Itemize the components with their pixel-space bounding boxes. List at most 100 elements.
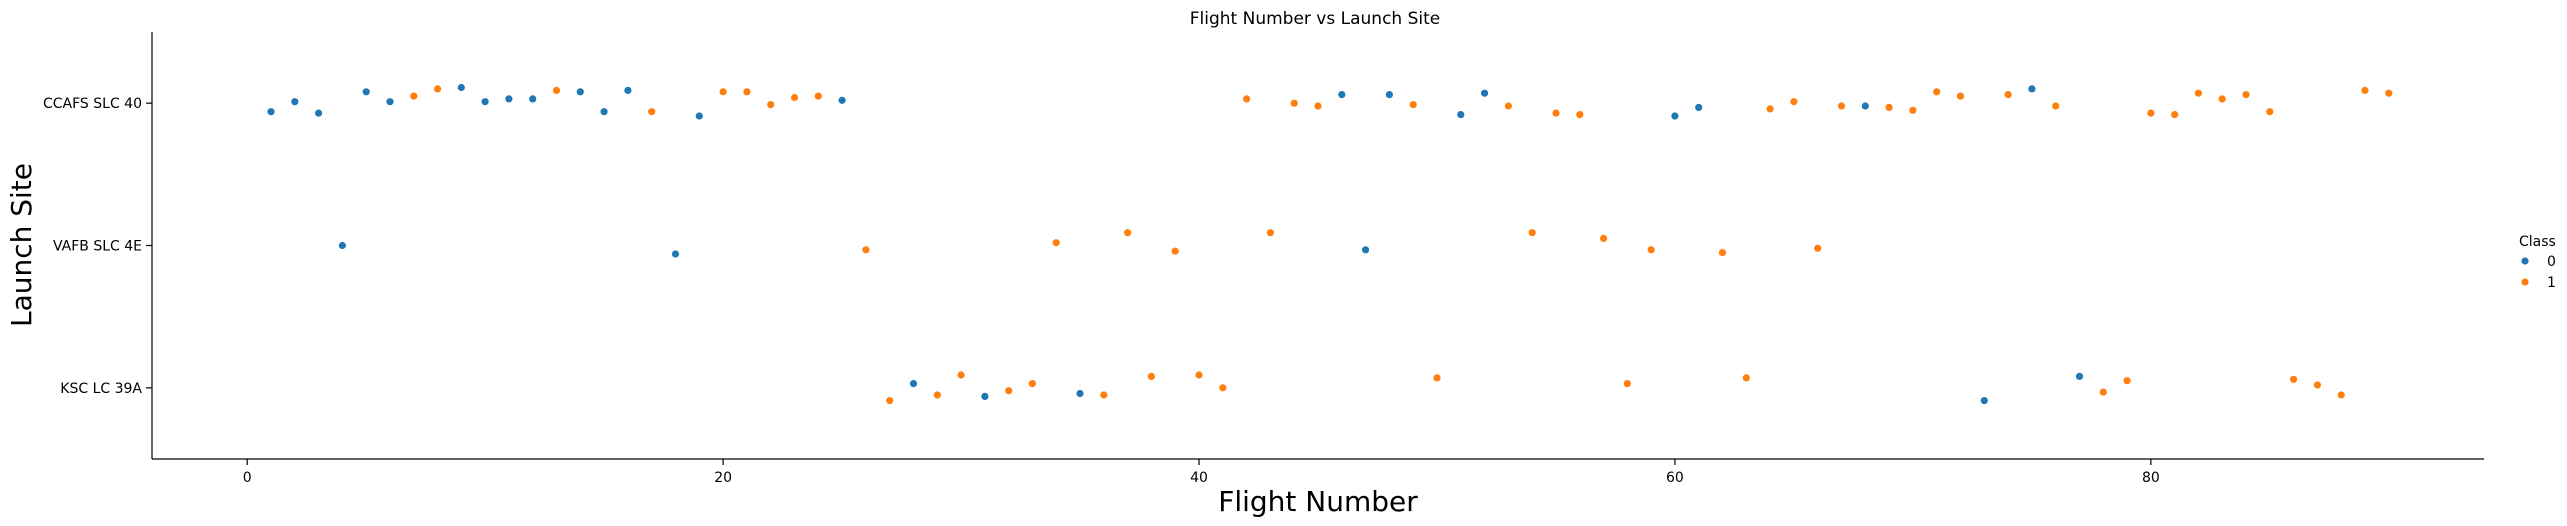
- y-axis-label: Launch Site: [5, 163, 38, 327]
- data-point: [2147, 109, 2155, 117]
- x-ticks: 0 20 40 60 80: [243, 459, 2160, 486]
- x-axis-label: Flight Number: [1218, 485, 1418, 518]
- data-point: [909, 380, 918, 388]
- data-point: [2290, 375, 2298, 383]
- data-point: [386, 98, 394, 106]
- data-point: [2266, 108, 2274, 116]
- data-point: [981, 392, 989, 400]
- x-tick-label: 20: [714, 470, 732, 486]
- data-point: [505, 95, 513, 103]
- data-point: [1005, 387, 1013, 395]
- data-point: [1481, 89, 1489, 97]
- data-point: [267, 108, 275, 116]
- data-point: [1504, 102, 1512, 110]
- data-point: [2313, 381, 2321, 389]
- data-point: [862, 246, 870, 254]
- chart-title: Flight Number vs Launch Site: [1190, 9, 1440, 29]
- y-tick-label: VAFB SLC 4E: [53, 239, 142, 255]
- data-point: [457, 83, 465, 92]
- data-point: [1576, 111, 1584, 119]
- data-point: [814, 92, 822, 100]
- data-point: [2385, 89, 2393, 97]
- data-point: [1790, 98, 1798, 106]
- data-point: [1124, 229, 1132, 237]
- data-point: [1528, 229, 1536, 237]
- data-point: [2242, 91, 2250, 99]
- legend-items: 01: [2521, 254, 2556, 291]
- data-point: [886, 397, 894, 405]
- data-point: [1885, 103, 1893, 111]
- data-point: [1314, 102, 1322, 110]
- data-point: [695, 112, 703, 120]
- data-point: [719, 88, 727, 96]
- data-point: [1409, 101, 1417, 109]
- data-point: [1909, 106, 1917, 114]
- data-point: [624, 86, 632, 94]
- data-point: [600, 108, 608, 116]
- plot-axes: [151, 32, 2484, 460]
- y-tick-label: KSC LC 39A: [60, 381, 142, 397]
- data-point: [1052, 239, 1060, 247]
- y-tick-label: CCAFS SLC 40: [43, 96, 142, 112]
- data-point: [1100, 391, 1108, 399]
- data-point: [1433, 374, 1441, 382]
- data-point: [552, 86, 561, 94]
- data-point: [1814, 244, 1822, 252]
- data-point: [529, 95, 537, 103]
- legend-title: Class: [2519, 234, 2556, 250]
- legend-label: 0: [2547, 254, 2556, 270]
- data-point: [1742, 374, 1750, 382]
- data-point: [2337, 391, 2345, 399]
- legend-label: 1: [2547, 275, 2556, 291]
- data-point: [362, 88, 370, 96]
- data-point: [790, 93, 799, 102]
- data-point: [1552, 109, 1560, 117]
- data-point: [1195, 371, 1203, 379]
- x-tick-label: 80: [2142, 470, 2160, 486]
- x-tick-label: 40: [1190, 470, 1208, 486]
- data-point: [315, 109, 323, 117]
- data-point: [1266, 229, 1274, 237]
- data-point: [2171, 111, 2179, 119]
- data-point: [2194, 89, 2202, 97]
- data-point: [434, 85, 442, 93]
- data-point: [1933, 88, 1941, 96]
- data-points: [267, 83, 2393, 405]
- data-point: [576, 88, 584, 96]
- data-point: [2075, 372, 2084, 380]
- data-point: [2052, 102, 2060, 110]
- data-point: [957, 371, 965, 379]
- data-point: [1385, 91, 1393, 99]
- data-point: [2123, 377, 2131, 385]
- data-point: [1671, 112, 1679, 120]
- data-point: [338, 241, 346, 250]
- data-point: [1457, 111, 1465, 119]
- data-point: [2028, 85, 2036, 93]
- data-point: [410, 92, 418, 100]
- data-point: [1837, 102, 1846, 110]
- data-point: [1219, 384, 1227, 392]
- data-point: [1147, 372, 1155, 380]
- data-point: [2099, 388, 2107, 396]
- legend: Class 01: [2519, 234, 2556, 291]
- x-tick-label: 60: [1666, 470, 1684, 486]
- data-point: [1362, 246, 1370, 254]
- data-point: [671, 250, 680, 258]
- legend-marker: [2521, 257, 2529, 265]
- data-point: [767, 101, 775, 109]
- data-point: [1861, 102, 1869, 110]
- y-ticks: CCAFS SLC 40 VAFB SLC 4E KSC LC 39A: [43, 96, 152, 397]
- data-point: [743, 88, 751, 96]
- data-point: [1718, 249, 1727, 257]
- data-point: [481, 98, 489, 106]
- data-point: [291, 98, 299, 106]
- data-point: [1338, 91, 1346, 99]
- legend-marker: [2521, 278, 2529, 286]
- data-point: [1076, 389, 1084, 398]
- data-point: [1695, 103, 1703, 111]
- data-point: [1980, 397, 1988, 405]
- data-point: [1171, 247, 1179, 255]
- data-point: [2004, 91, 2012, 99]
- data-point: [933, 391, 941, 399]
- data-point: [1600, 234, 1608, 242]
